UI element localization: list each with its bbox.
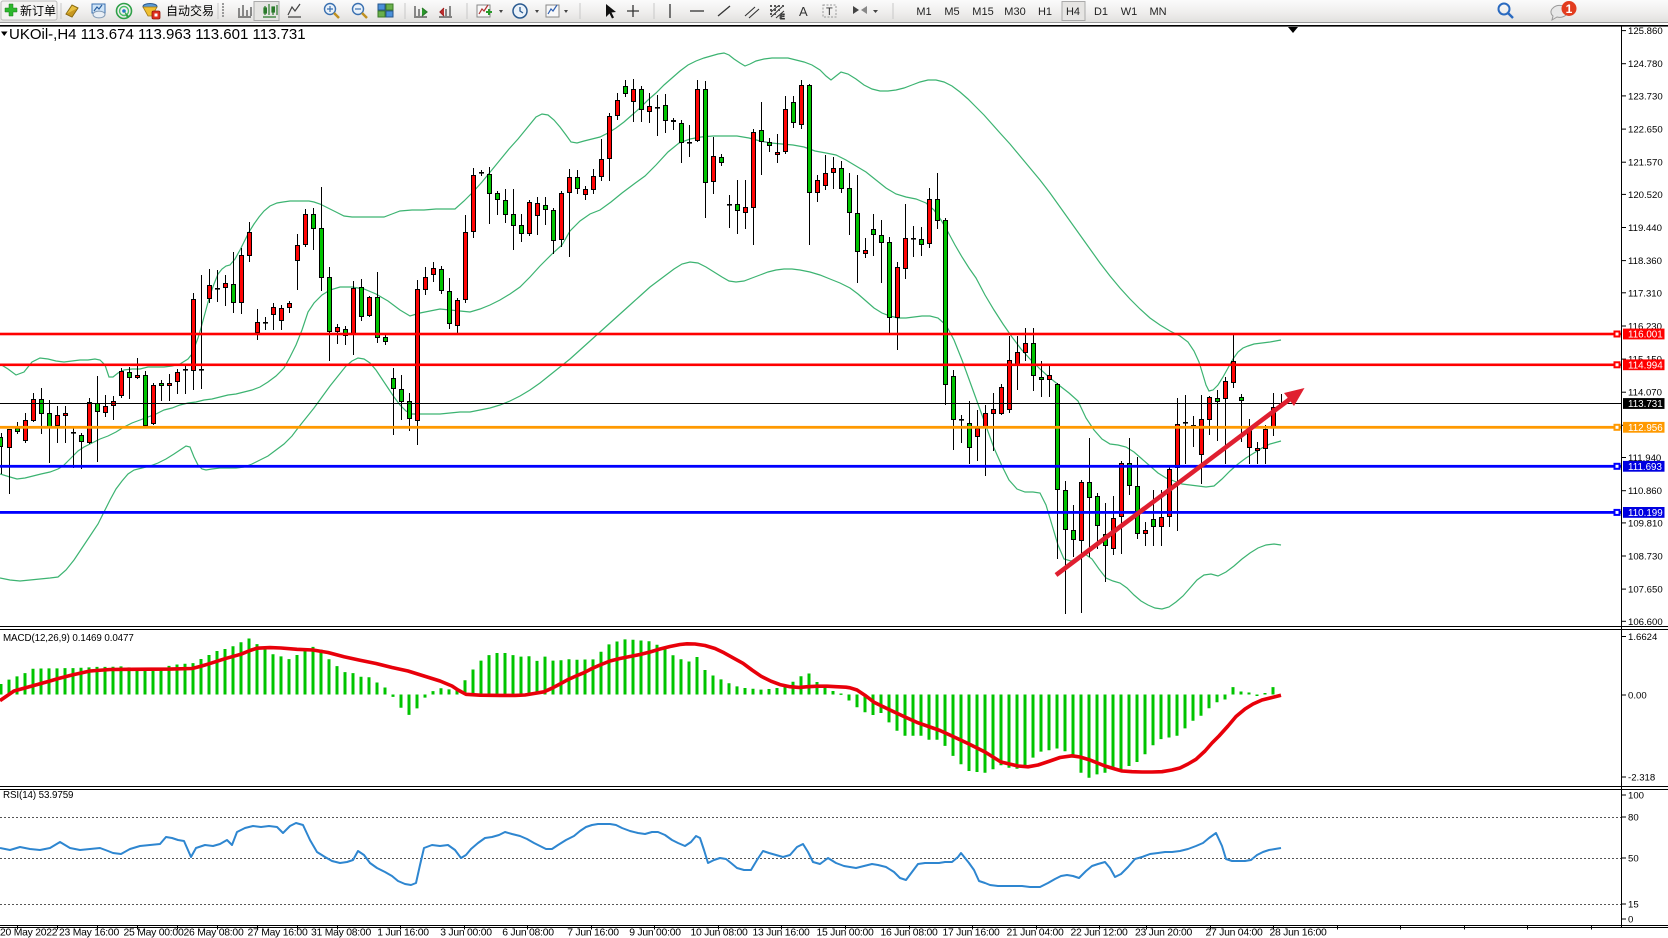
svg-text:1.6624: 1.6624 (1628, 632, 1658, 643)
svg-text:121.570: 121.570 (1628, 158, 1663, 169)
svg-text:自动交易: 自动交易 (166, 3, 214, 18)
svg-text:13 Jun 16:00: 13 Jun 16:00 (752, 928, 810, 938)
svg-text:W1: W1 (1121, 6, 1138, 18)
svg-text:107.650: 107.650 (1628, 585, 1663, 596)
svg-text:UKOil-,H4 113.674 113.963 113: UKOil-,H4 113.674 113.963 113.601 113.73… (9, 26, 306, 43)
svg-text:F: F (779, 14, 783, 21)
svg-text:A: A (799, 4, 808, 19)
svg-text:27 Jun 04:00: 27 Jun 04:00 (1205, 928, 1263, 938)
svg-text:1 Jun 16:00: 1 Jun 16:00 (377, 928, 429, 938)
svg-text:E: E (780, 14, 785, 21)
svg-text:26 May 08:00: 26 May 08:00 (184, 928, 244, 938)
svg-text:116.230: 116.230 (1628, 322, 1662, 333)
svg-text:119.440: 119.440 (1628, 223, 1662, 234)
svg-text:MACD(12,26,9) 0.1469 0.0477: MACD(12,26,9) 0.1469 0.0477 (3, 633, 134, 644)
svg-text:6 Jun 08:00: 6 Jun 08:00 (502, 928, 554, 938)
svg-text:20 May 2022: 20 May 2022 (0, 928, 58, 938)
svg-text:10 Jun 08:00: 10 Jun 08:00 (690, 928, 748, 938)
svg-text:-2.318: -2.318 (1628, 773, 1655, 784)
svg-text:25 May 00:00: 25 May 00:00 (124, 928, 184, 938)
svg-text:110.860: 110.860 (1628, 486, 1662, 497)
svg-text:D1: D1 (1094, 6, 1108, 18)
svg-text:114.070: 114.070 (1628, 388, 1662, 399)
svg-text:122.650: 122.650 (1628, 125, 1663, 136)
svg-text:117.310: 117.310 (1628, 288, 1662, 299)
svg-text:27 May 16:00: 27 May 16:00 (248, 928, 308, 938)
svg-text:106.600: 106.600 (1628, 617, 1663, 628)
svg-text:9 Jun 00:00: 9 Jun 00:00 (629, 928, 681, 938)
svg-text:113.731: 113.731 (1628, 399, 1663, 410)
svg-text:RSI(14) 53.9759: RSI(14) 53.9759 (3, 790, 73, 801)
svg-text:125.860: 125.860 (1628, 26, 1663, 37)
svg-text:120.520: 120.520 (1628, 190, 1663, 201)
svg-text:21 Jun 04:00: 21 Jun 04:00 (1006, 928, 1064, 938)
svg-text:T: T (826, 6, 833, 18)
svg-text:0: 0 (1628, 915, 1633, 926)
svg-text:H1: H1 (1038, 6, 1052, 18)
svg-text:100: 100 (1628, 791, 1644, 802)
svg-text:28 Jun 16:00: 28 Jun 16:00 (1269, 928, 1327, 938)
svg-text:31 May 08:00: 31 May 08:00 (311, 928, 371, 938)
svg-text:108.730: 108.730 (1628, 552, 1663, 563)
svg-text:109.810: 109.810 (1628, 518, 1663, 529)
svg-text:111.940: 111.940 (1628, 453, 1661, 464)
svg-text:114.994: 114.994 (1628, 360, 1663, 371)
svg-text:50: 50 (1628, 854, 1639, 865)
svg-text:23 May 16:00: 23 May 16:00 (59, 928, 119, 938)
svg-text:110.199: 110.199 (1628, 508, 1663, 519)
svg-text:118.360: 118.360 (1628, 256, 1662, 267)
svg-text:116.001: 116.001 (1628, 330, 1663, 341)
svg-text:112.956: 112.956 (1628, 423, 1663, 434)
svg-text:H4: H4 (1066, 6, 1080, 18)
svg-text:M15: M15 (972, 6, 993, 18)
svg-text:16 Jun 08:00: 16 Jun 08:00 (880, 928, 938, 938)
svg-text:17 Jun 16:00: 17 Jun 16:00 (942, 928, 1000, 938)
svg-text:15 Jun 00:00: 15 Jun 00:00 (816, 928, 874, 938)
svg-text:MN: MN (1149, 6, 1166, 18)
svg-text:新订单: 新订单 (20, 3, 56, 18)
svg-text:3 Jun 00:00: 3 Jun 00:00 (440, 928, 492, 938)
svg-text:111.693: 111.693 (1628, 462, 1663, 473)
svg-text:123.730: 123.730 (1628, 91, 1663, 102)
svg-text:80: 80 (1628, 813, 1639, 824)
svg-text:124.780: 124.780 (1628, 59, 1663, 70)
svg-text:15: 15 (1628, 900, 1639, 911)
svg-text:7 Jun 16:00: 7 Jun 16:00 (567, 928, 619, 938)
svg-text:0.00: 0.00 (1628, 691, 1647, 702)
svg-text:23 Jun 20:00: 23 Jun 20:00 (1135, 928, 1193, 938)
svg-text:1: 1 (1566, 2, 1573, 16)
svg-text:M5: M5 (944, 6, 959, 18)
svg-text:22 Jun 12:00: 22 Jun 12:00 (1070, 928, 1128, 938)
svg-text:M30: M30 (1004, 6, 1025, 18)
svg-text:M1: M1 (916, 6, 931, 18)
